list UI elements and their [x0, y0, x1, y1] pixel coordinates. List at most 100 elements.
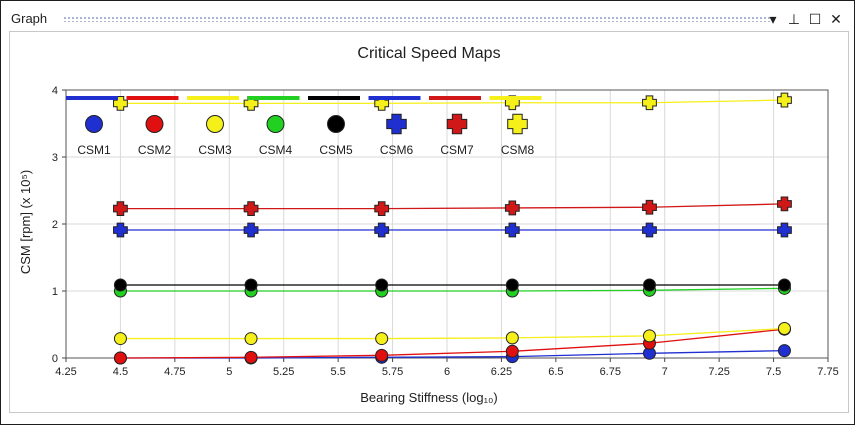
x-tick-label: 6	[444, 366, 450, 378]
legend-marker-csm3	[206, 115, 224, 133]
critical-speed-chart[interactable]: Critical Speed Maps 4.25 4.5 4.75 5 5.25 5.5 5…	[10, 32, 848, 412]
marker-csm7[interactable]	[374, 201, 390, 216]
marker-csm3[interactable]	[505, 331, 519, 345]
legend-swatch-csm5	[308, 96, 360, 100]
marker-csm3[interactable]	[244, 332, 258, 346]
legend-label-csm1: CSM1	[77, 143, 111, 157]
x-axis-label: Bearing Stiffness (log₁₀)	[360, 390, 497, 405]
series-line-csm7	[120, 203, 785, 210]
legend-label-csm7: CSM7	[440, 143, 474, 157]
window-controls: ▾ ⊥ ☐ ✕	[766, 10, 843, 28]
marker-csm3[interactable]	[642, 329, 656, 343]
x-tick-label: 4.5	[113, 366, 128, 378]
marker-csm8[interactable]	[113, 96, 128, 111]
legend-label-csm6: CSM6	[380, 143, 414, 157]
series-markers[interactable]	[113, 92, 792, 365]
marker-csm7[interactable]	[504, 200, 520, 216]
legend-marker-csm5	[327, 115, 345, 133]
marker-csm8[interactable]	[642, 95, 657, 111]
legend-label-csm2: CSM2	[138, 143, 172, 157]
dropdown-icon[interactable]: ▾	[769, 11, 777, 27]
x-tick-label: 7	[662, 366, 668, 378]
marker-csm3[interactable]	[777, 322, 791, 336]
marker-csm8[interactable]	[243, 96, 259, 111]
marker-csm2[interactable]	[113, 351, 127, 365]
marker-csm6[interactable]	[243, 222, 259, 238]
y-axis-label: CSM [rpm] (x 10⁵)	[18, 170, 33, 274]
legend-marker-csm1	[85, 115, 103, 133]
window-titlebar[interactable]: Graph ▾ ⊥ ☐ ✕	[9, 9, 847, 29]
x-tick-label: 4.25	[55, 366, 76, 378]
x-tick-label: 6.25	[491, 366, 512, 378]
chart-title: Critical Speed Maps	[357, 45, 500, 62]
titlebar-grip[interactable]	[63, 16, 771, 22]
marker-csm3[interactable]	[375, 332, 389, 346]
marker-csm6[interactable]	[113, 222, 128, 238]
legend-swatch-csm1	[66, 96, 118, 100]
y-tick-label: 3	[52, 152, 58, 164]
legend-swatch-csm8	[489, 96, 542, 100]
marker-csm7[interactable]	[113, 201, 128, 216]
legend-marker-csm8	[507, 113, 528, 135]
marker-csm7[interactable]	[642, 199, 657, 215]
series-line-csm8	[120, 99, 785, 105]
grid-layer	[65, 89, 829, 359]
marker-csm5[interactable]	[642, 278, 656, 292]
legend-marker-csm2	[145, 115, 164, 133]
series-line-csm2	[120, 328, 785, 359]
marker-csm7[interactable]	[243, 201, 259, 216]
x-tick-label: 7.5	[766, 366, 781, 378]
legend-label-csm5: CSM5	[319, 143, 353, 157]
maximize-icon[interactable]: ☐	[808, 11, 822, 27]
marker-csm5[interactable]	[777, 278, 791, 292]
x-tick-label: 5.5	[330, 366, 345, 378]
x-tick-label: 6.75	[600, 366, 621, 378]
close-icon[interactable]: ✕	[830, 11, 842, 27]
marker-csm5[interactable]	[505, 278, 519, 292]
y-tick-label: 0	[52, 353, 58, 365]
legend-swatch-csm3	[187, 96, 239, 100]
marker-csm1[interactable]	[777, 344, 791, 358]
legend-swatch-csm4	[247, 96, 300, 100]
marker-csm6[interactable]	[777, 222, 792, 238]
y-tick-label: 4	[52, 85, 58, 97]
y-tick-label: 1	[52, 286, 58, 298]
marker-csm5[interactable]	[113, 278, 127, 292]
marker-csm8[interactable]	[374, 96, 390, 111]
series-line-csm3	[120, 327, 785, 340]
window-title: Graph	[11, 11, 48, 26]
x-tick-label: 6.5	[548, 366, 563, 378]
legend-label-csm4: CSM4	[259, 143, 293, 157]
marker-csm5[interactable]	[244, 278, 258, 292]
marker-csm5[interactable]	[375, 278, 389, 292]
axes-layer: 4.25 4.5 4.75 5 5.25 5.5 5.75 6 6.25 6.5 6.75 7 7.25…	[52, 85, 839, 378]
x-tick-label: 5	[226, 366, 232, 378]
marker-csm2[interactable]	[375, 348, 389, 362]
legend-swatch-csm6	[368, 96, 421, 100]
pin-icon[interactable]: ⊥	[787, 11, 801, 27]
legend-marker-csm6	[386, 113, 407, 135]
legend-swatch-csm2	[126, 96, 179, 100]
marker-csm2[interactable]	[244, 350, 258, 364]
series-lines	[120, 99, 785, 359]
marker-csm6[interactable]	[642, 222, 657, 238]
x-tick-label: 7.25	[708, 366, 729, 378]
y-tick-label: 2	[52, 219, 58, 231]
legend-marker-csm7	[446, 113, 468, 135]
legend-label-csm3: CSM3	[198, 143, 232, 157]
legend-marker-csm4	[266, 115, 285, 133]
graph-panel: Critical Speed Maps 4.25 4.5 4.75 5 5.25 5.5 5…	[9, 31, 849, 413]
legend-label-csm8: CSM8	[501, 143, 535, 157]
marker-csm7[interactable]	[777, 196, 792, 212]
series-line-csm4	[120, 287, 785, 292]
marker-csm6[interactable]	[374, 222, 390, 238]
marker-csm8[interactable]	[777, 92, 792, 108]
marker-csm2[interactable]	[505, 344, 519, 358]
legend-swatch-csm7	[429, 96, 481, 100]
marker-csm3[interactable]	[113, 332, 127, 346]
marker-csm6[interactable]	[504, 222, 520, 238]
legend[interactable]: CSM1 CSM2 CSM3 CSM4 CSM5 CSM6 CSM7 CSM8	[66, 96, 542, 157]
plot-frame	[65, 89, 829, 359]
x-tick-label: 7.75	[817, 366, 838, 378]
